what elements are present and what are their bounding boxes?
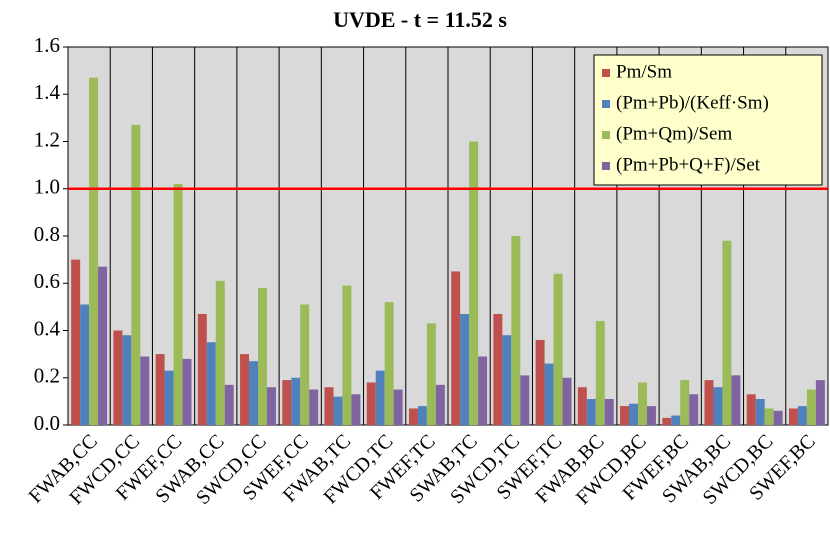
legend-box [593,54,823,186]
legend-label: (Pm+Pb+Q+F)/Set [616,154,761,175]
bar [173,184,183,425]
bar [502,335,512,425]
legend-label: (Pm+Qm)/Sem [616,123,732,144]
bar [478,356,488,425]
bar [595,321,605,425]
bar [511,236,521,425]
y-tick-label: 1.4 [34,80,61,104]
y-tick-label: 0.8 [34,222,60,246]
bar [638,382,647,425]
bar [417,406,427,425]
legend: Pm/Sm (Pm+Pb)/(Keff·Sm) (Pm+Qm)/Sem (Pm+Pb+… [593,54,823,186]
bar [140,356,150,425]
bar [224,384,234,425]
bar [393,389,403,425]
bar [562,377,572,425]
bar [324,387,334,425]
bar [731,375,741,425]
bar [215,280,225,425]
bar [155,354,165,425]
bar [577,387,587,425]
bar [435,384,445,425]
legend-swatch [602,162,610,170]
bar [469,141,479,425]
legend-swatch [602,100,610,108]
bar [80,304,90,425]
legend-swatch [602,131,610,139]
bar [662,417,672,425]
y-tick-label: 0.6 [34,269,60,293]
bar [408,408,418,425]
bar [586,399,596,425]
bar [535,339,545,425]
bar [460,313,470,425]
bar [671,415,681,425]
bar [240,354,250,425]
bar [182,358,192,425]
y-tick-label: 0.0 [34,411,60,435]
bar [384,302,394,425]
bar [520,375,530,425]
bar [291,377,301,425]
bar [351,394,361,425]
bar [282,380,292,425]
bar [493,313,503,425]
bar [604,399,614,425]
y-tick-label: 0.4 [34,316,61,340]
y-tick-label: 0.2 [34,364,60,388]
bar [629,403,638,425]
bar [342,285,352,425]
bar [815,380,825,425]
bar [689,394,699,425]
bar [197,313,207,425]
chart-title: UVDE - t = 11.52 s [333,7,507,32]
bar [249,361,258,425]
bar [713,387,723,425]
bar [773,410,783,425]
bar [426,323,436,425]
bar [206,342,216,425]
bar [755,399,765,425]
bar [164,370,174,425]
bar [722,240,732,425]
bar [375,370,385,425]
legend-swatch [602,69,610,77]
bar [309,389,319,425]
bar [451,271,461,425]
y-tick-label: 1.0 [34,175,60,199]
bar [797,406,807,425]
bar [553,273,563,425]
bar [258,287,267,425]
y-tick-label: 1.6 [34,33,60,57]
bar [746,394,756,425]
bar [89,77,99,426]
bar [764,408,774,425]
bar [113,330,123,425]
bar [788,408,798,425]
bar [98,266,108,425]
bar [333,396,343,425]
bar [266,387,276,425]
bar [544,363,554,425]
bar [680,380,690,425]
bar [131,124,141,426]
legend-label: Pm/Sm [616,61,672,82]
bar [71,259,81,425]
bar [620,406,630,425]
bar [122,335,132,425]
bar [806,389,816,425]
bar [646,406,656,425]
bar [704,380,714,425]
y-tick-label: 1.2 [34,127,60,151]
bar [366,382,376,425]
bar [300,304,310,425]
legend-label: (Pm+Pb)/(Keff·Sm) [616,92,769,113]
